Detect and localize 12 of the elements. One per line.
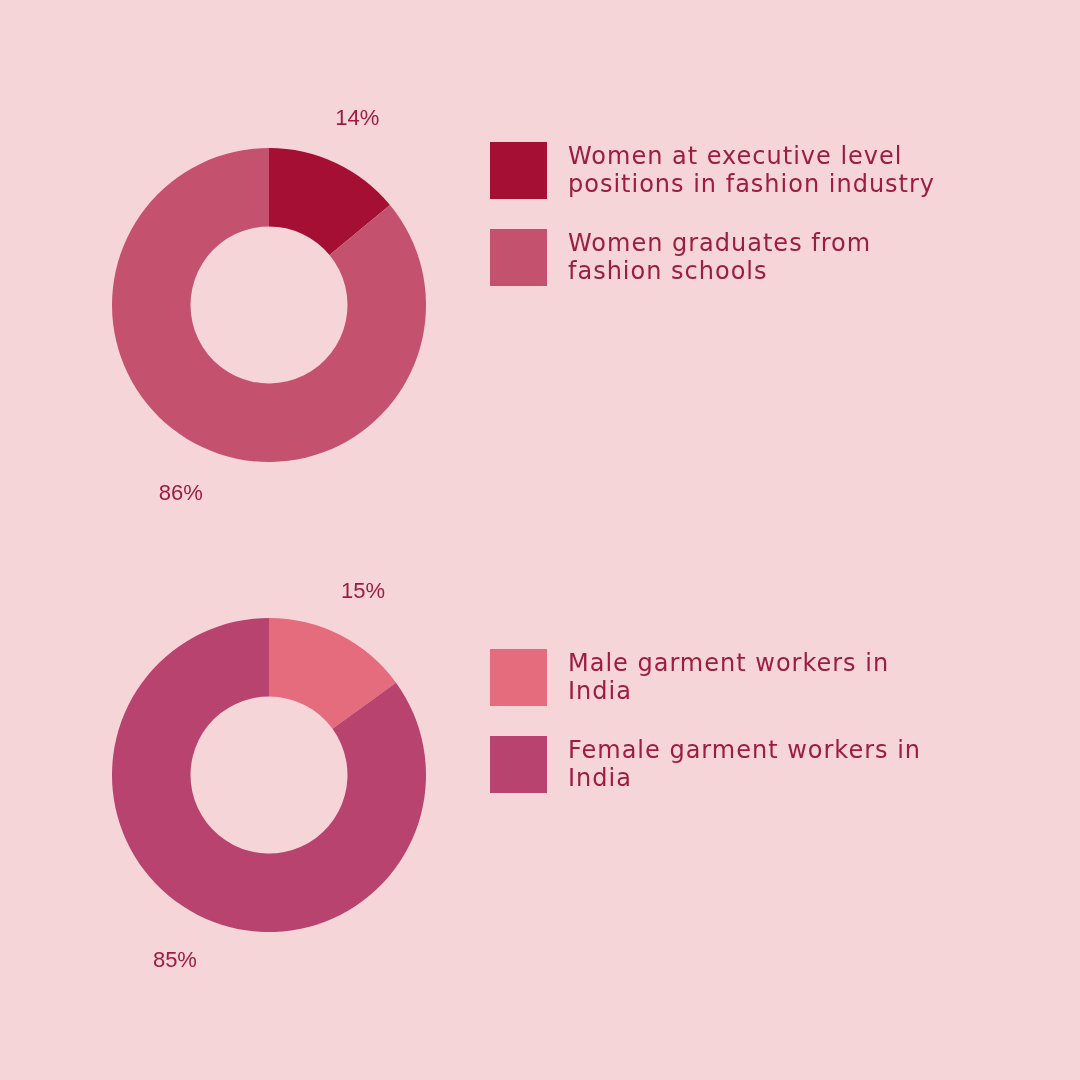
donut-slice: [112, 148, 426, 462]
donut-slice: [269, 618, 397, 729]
data-label: 85%: [152, 947, 197, 973]
data-label: 15%: [341, 577, 386, 603]
donut-slice: [269, 148, 390, 255]
donut-slice: [112, 618, 426, 932]
legend-label: Female garment workers in India: [568, 736, 923, 792]
data-label: 86%: [158, 480, 203, 506]
data-label: 14%: [335, 104, 380, 130]
legend-label: Women graduates from fashion schools: [568, 229, 873, 285]
legend-label: Male garment workers in India: [568, 649, 891, 705]
legend-label: Women at executive level positions in fashion industry: [568, 142, 937, 198]
